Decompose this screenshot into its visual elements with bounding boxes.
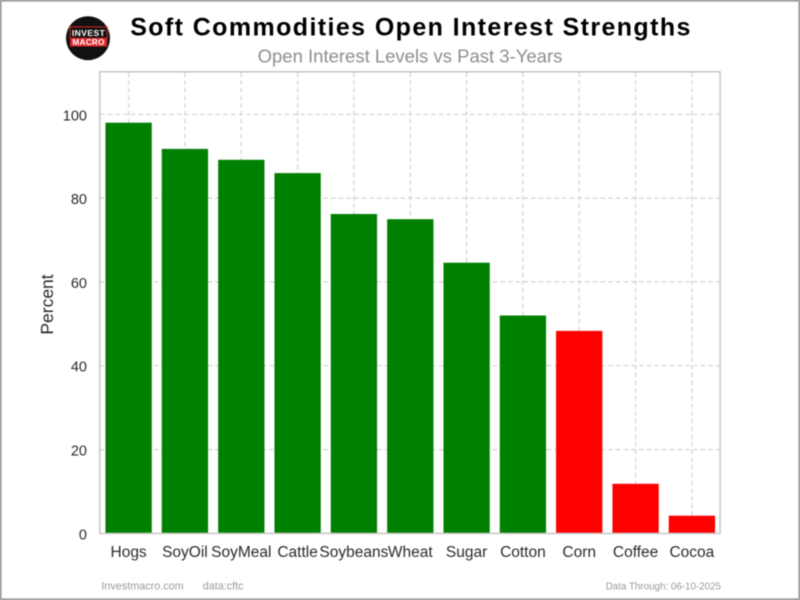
svg-text:100: 100 bbox=[63, 108, 87, 124]
svg-text:data:cftc: data:cftc bbox=[203, 581, 244, 593]
svg-text:Open Interest Levels vs Past 3: Open Interest Levels vs Past 3-Years bbox=[258, 46, 563, 67]
svg-text:Soft Commodities Open Interest: Soft Commodities Open Interest Strengths bbox=[130, 14, 692, 42]
svg-text:0: 0 bbox=[79, 527, 87, 543]
svg-text:80: 80 bbox=[71, 192, 87, 208]
svg-text:Sugar: Sugar bbox=[446, 544, 487, 561]
svg-text:Percent: Percent bbox=[37, 274, 57, 334]
svg-text:Coffee: Coffee bbox=[613, 544, 658, 561]
svg-text:40: 40 bbox=[71, 360, 87, 376]
svg-text:20: 20 bbox=[71, 444, 87, 460]
svg-text:INVEST: INVEST bbox=[72, 28, 106, 38]
svg-text:60: 60 bbox=[71, 276, 87, 292]
svg-text:SoyOil: SoyOil bbox=[162, 544, 208, 561]
svg-text:Corn: Corn bbox=[562, 544, 596, 561]
svg-text:MACRO: MACRO bbox=[72, 38, 105, 47]
svg-text:Hogs: Hogs bbox=[111, 544, 147, 561]
svg-text:Wheat: Wheat bbox=[388, 544, 433, 561]
svg-text:SoyMeal: SoyMeal bbox=[211, 544, 271, 561]
svg-text:Cocoa: Cocoa bbox=[669, 544, 714, 561]
svg-text:Cattle: Cattle bbox=[277, 544, 318, 561]
svg-text:Cotton: Cotton bbox=[500, 544, 546, 561]
svg-text:Investmacro.com: Investmacro.com bbox=[101, 581, 183, 593]
svg-text:Data Through: 06-10-2025: Data Through: 06-10-2025 bbox=[606, 582, 722, 593]
svg-text:Soybeans: Soybeans bbox=[319, 544, 388, 561]
